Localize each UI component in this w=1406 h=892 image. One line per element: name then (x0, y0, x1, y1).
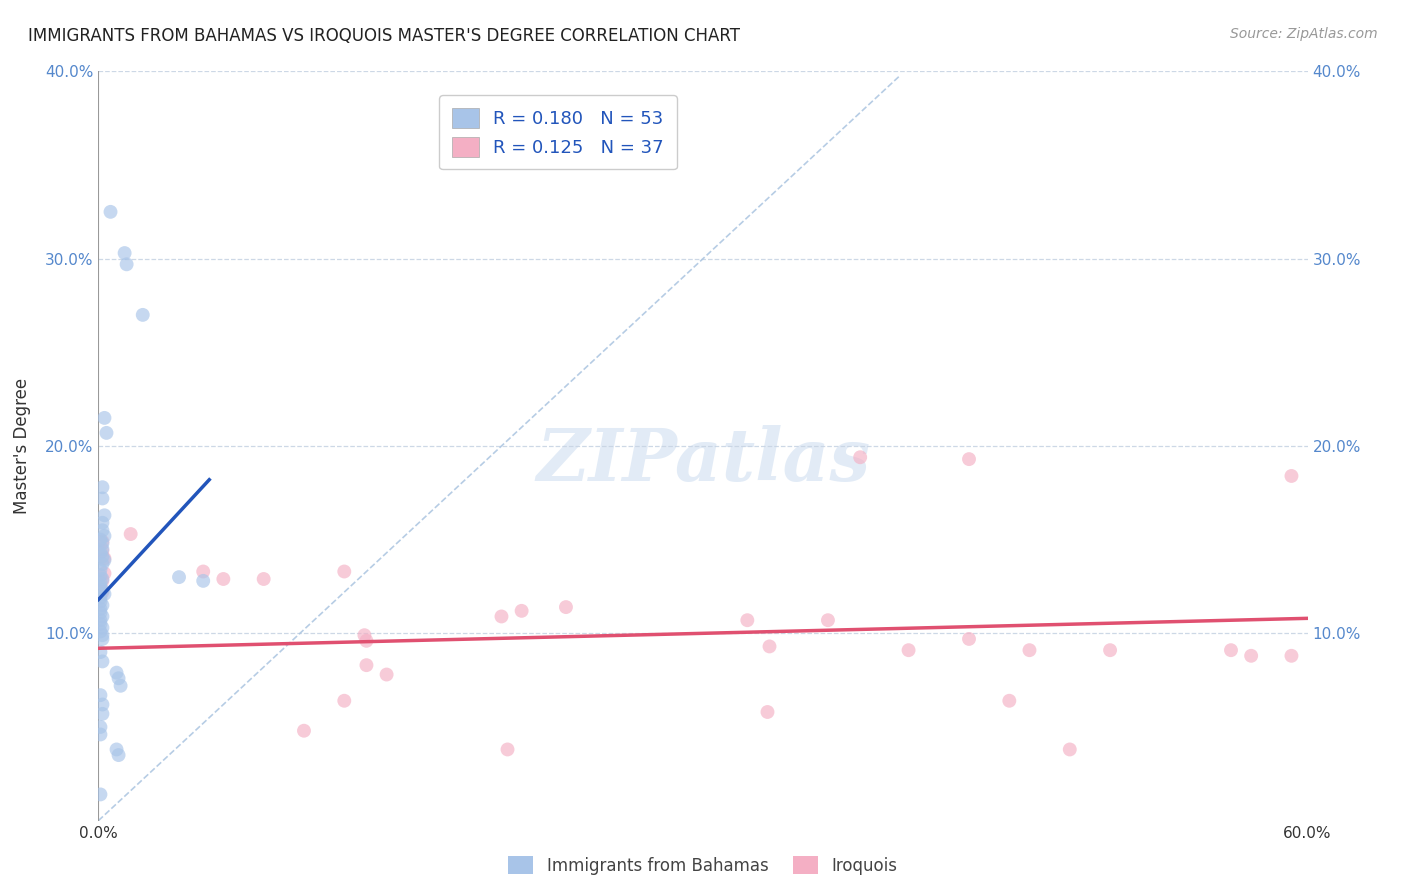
Point (91, 583, 114, 598)
Point (89, 546, 111, 560)
Point (1220, 643, 1243, 657)
Point (93, 508, 115, 523)
Point (89, 720, 111, 734)
Point (89, 594, 111, 608)
Legend: Immigrants from Bahamas, Iroquois: Immigrants from Bahamas, Iroquois (501, 847, 905, 883)
Point (1281, 648, 1303, 663)
Point (89, 613, 111, 627)
Point (167, 570, 190, 584)
Point (91, 536, 114, 550)
Point (107, 671, 129, 685)
Point (998, 694, 1021, 708)
Point (1281, 469, 1303, 483)
Point (91, 480, 114, 494)
Point (93, 411, 115, 425)
Point (1059, 742, 1081, 756)
Point (91, 534, 114, 549)
Point (132, 308, 155, 322)
Point (292, 723, 315, 738)
Point (375, 667, 398, 681)
Point (253, 572, 276, 586)
Point (91, 557, 114, 571)
Point (849, 450, 872, 465)
Point (555, 600, 578, 615)
Point (91, 585, 114, 599)
Point (89, 602, 111, 616)
Point (91, 632, 114, 646)
Point (91, 698, 114, 712)
Point (817, 613, 839, 627)
Point (91, 609, 114, 624)
Point (758, 640, 780, 654)
Point (89, 563, 111, 577)
Point (91, 549, 114, 564)
Point (496, 742, 519, 756)
Point (91, 574, 114, 588)
Point (193, 565, 215, 579)
Point (93, 566, 115, 581)
Point (91, 655, 114, 669)
Point (107, 747, 129, 762)
Point (957, 632, 980, 646)
Point (89, 688, 111, 702)
Point (89, 624, 111, 639)
Point (333, 694, 356, 708)
Legend: R = 0.180   N = 53, R = 0.125   N = 37: R = 0.180 N = 53, R = 0.125 N = 37 (439, 95, 676, 169)
Point (491, 609, 513, 624)
Point (89, 727, 111, 741)
Point (93, 553, 115, 567)
Point (89, 788, 111, 802)
Point (93, 529, 115, 543)
Point (89, 533, 111, 547)
Point (1099, 643, 1122, 657)
Point (356, 658, 378, 673)
Point (91, 621, 114, 635)
Point (89, 591, 111, 605)
Y-axis label: Master's Degree: Master's Degree (13, 378, 31, 514)
Point (91, 572, 114, 586)
Point (89, 580, 111, 594)
Point (96, 425, 118, 440)
Point (91, 516, 114, 530)
Point (193, 574, 215, 588)
Point (1240, 648, 1263, 663)
Point (89, 617, 111, 632)
Point (756, 705, 779, 719)
Point (93, 551, 115, 566)
Point (356, 633, 378, 648)
Text: Source: ZipAtlas.com: Source: ZipAtlas.com (1230, 27, 1378, 41)
Point (110, 679, 132, 693)
Point (89, 568, 111, 582)
Point (89, 575, 111, 590)
Point (100, 205, 122, 219)
Point (93, 587, 115, 601)
Point (91, 628, 114, 642)
Text: ZIPatlas: ZIPatlas (536, 425, 870, 497)
Point (510, 604, 533, 618)
Point (89, 606, 111, 620)
Point (120, 527, 142, 541)
Point (105, 742, 128, 756)
Point (91, 544, 114, 558)
Point (353, 628, 375, 642)
Point (91, 542, 114, 557)
Point (105, 665, 128, 680)
Point (897, 643, 920, 657)
Point (114, 246, 136, 260)
Point (91, 524, 114, 538)
Point (737, 613, 759, 627)
Point (333, 565, 356, 579)
Text: IMMIGRANTS FROM BAHAMAS VS IROQUOIS MASTER'S DEGREE CORRELATION CHART: IMMIGRANTS FROM BAHAMAS VS IROQUOIS MAST… (28, 27, 740, 45)
Point (89, 645, 111, 659)
Point (91, 491, 114, 506)
Point (1018, 643, 1040, 657)
Point (91, 706, 114, 721)
Point (957, 452, 980, 467)
Point (91, 599, 114, 613)
Point (115, 257, 138, 271)
Point (212, 572, 235, 586)
